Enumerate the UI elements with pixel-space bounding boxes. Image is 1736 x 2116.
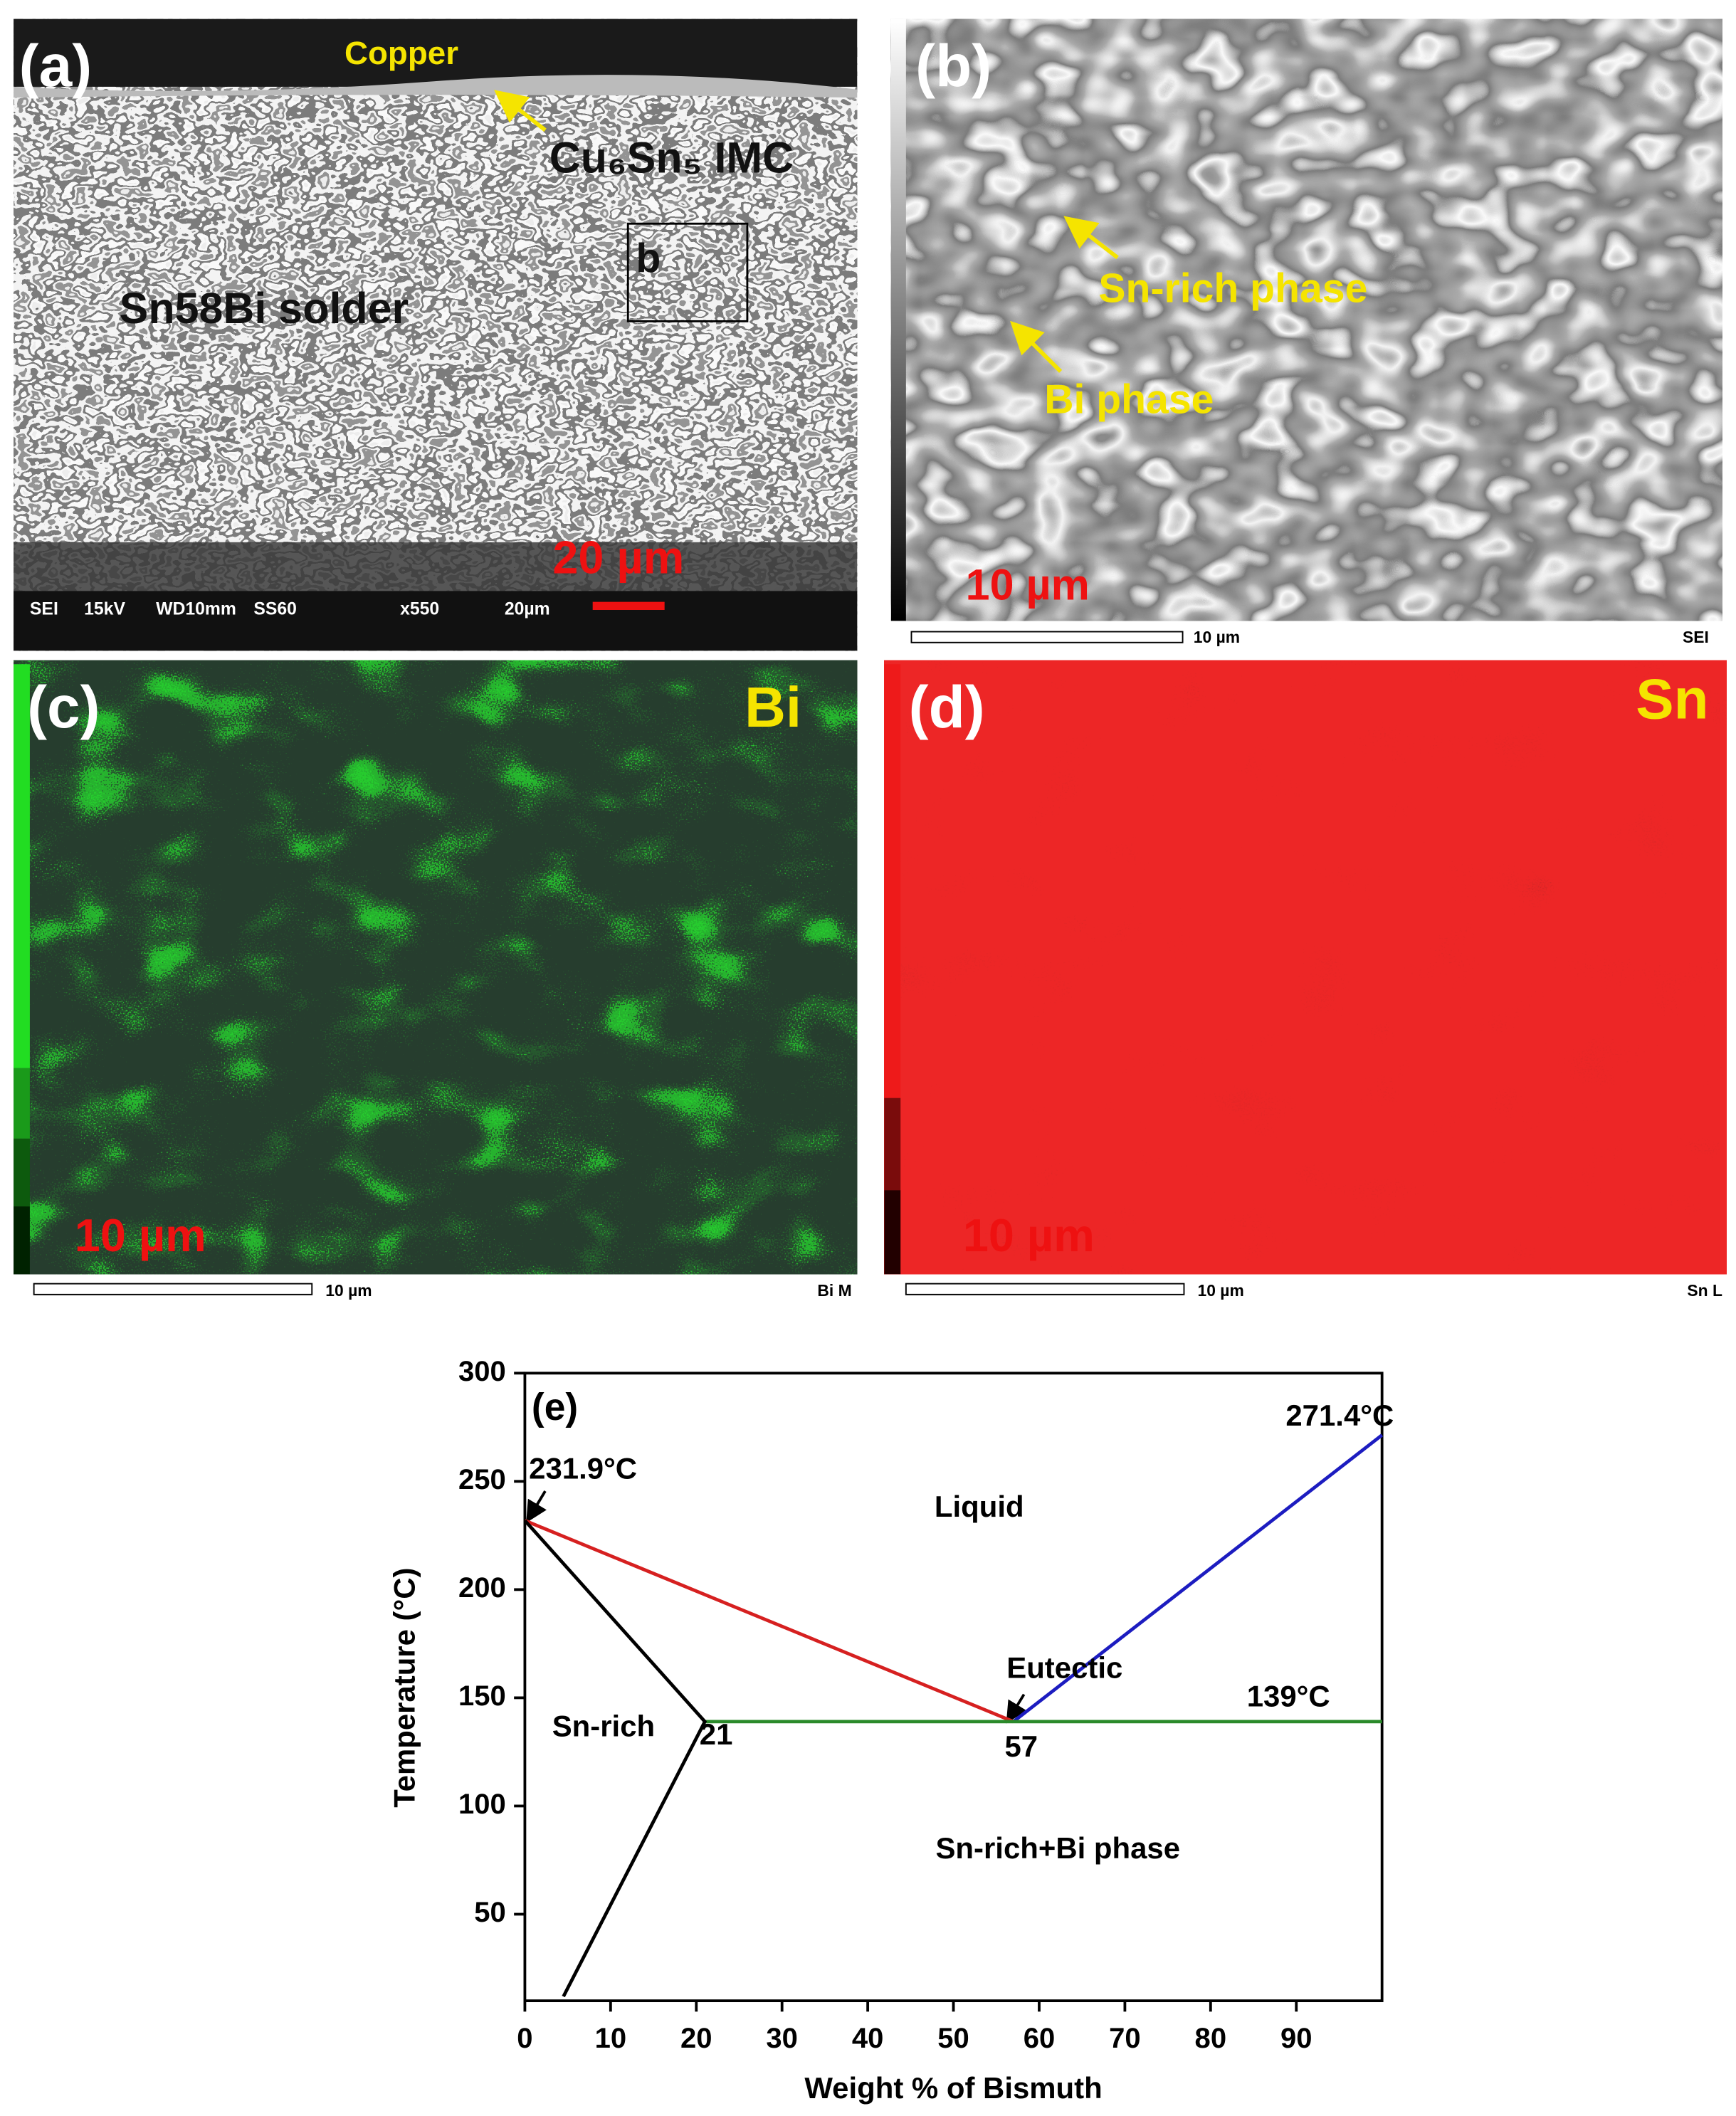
color-scale — [884, 1098, 901, 1191]
info-text: 20µm — [505, 600, 550, 619]
info-text: WD10mm — [156, 600, 236, 619]
panel-b: (b) Sn-rich phase Bi phase 10 µm 10 µm S… — [890, 19, 1722, 646]
arrow — [526, 1490, 547, 1523]
x-tick-label: 80 — [1195, 2023, 1227, 2054]
arrow — [494, 90, 547, 132]
y-axis-label: Temperature (°C) — [388, 1568, 421, 1808]
scale-label: 10 µm — [963, 1209, 1095, 1261]
annotation: (e) — [532, 1386, 578, 1428]
panel-label: (b) — [915, 32, 991, 99]
scale-label: 20 µm — [552, 532, 684, 584]
panel-d: (d) Sn 10 µm 10 µm Sn L — [884, 660, 1727, 1300]
x-tick-label: 0 — [517, 2023, 532, 2054]
info-text: 15kV — [84, 600, 125, 619]
scale-label: 10 µm — [75, 1209, 206, 1261]
y-tick-label: 50 — [474, 1897, 506, 1928]
x-tick-label: 70 — [1109, 2023, 1141, 2054]
scale-text: 10 µm — [1194, 628, 1240, 646]
detector: Sn L — [1687, 1281, 1722, 1300]
phase-line — [523, 1519, 707, 1998]
annotation: Sn58Bi solder — [120, 284, 409, 332]
color-scale — [14, 664, 30, 1068]
eds-map — [14, 660, 858, 1275]
y-tick-label: 300 — [458, 1356, 506, 1387]
annotation: 231.9°C — [529, 1452, 637, 1485]
annotation: Copper — [344, 35, 458, 71]
annotation: 139°C — [1247, 1679, 1330, 1712]
annotation: Eutectic — [1006, 1651, 1122, 1684]
color-scale — [14, 1138, 30, 1207]
y-tick-label: 100 — [458, 1789, 506, 1820]
annotation: 21 — [700, 1717, 733, 1751]
x-tick-label: 50 — [937, 2023, 969, 2054]
y-tick-label: 150 — [458, 1680, 506, 1712]
info-text: SEI — [30, 600, 58, 619]
eds-map — [884, 660, 1727, 1275]
y-tick-label: 250 — [458, 1464, 506, 1495]
info-text: SS60 — [253, 600, 297, 619]
info-text: x550 — [400, 600, 439, 619]
annotation: Bi phase — [1044, 377, 1214, 423]
annotation: Sn-rich+Bi phase — [935, 1831, 1180, 1865]
sem-image — [890, 19, 1722, 621]
phase-diagram: Weight % of Bismuth Temperature (°C) 0 10… — [388, 1356, 1394, 2105]
x-tick-label: 30 — [766, 2023, 798, 2054]
x-tick-label: 60 — [1024, 2023, 1056, 2054]
annotation: Sn-rich — [552, 1709, 655, 1742]
scale-label: 10 µm — [966, 561, 1090, 609]
scale-bar — [33, 1283, 313, 1295]
x-tick-label: 40 — [852, 2023, 884, 2054]
imc-layer — [14, 75, 858, 98]
annotation: 57 — [1004, 1730, 1038, 1763]
phase-line — [524, 1519, 1014, 1724]
panel-label: (c) — [27, 673, 100, 740]
arrow — [1006, 1693, 1027, 1724]
y-tick-label: 200 — [458, 1572, 506, 1604]
annotation: Sn-rich phase — [1098, 266, 1367, 312]
detector: SEI — [1683, 628, 1709, 646]
arrow — [1010, 320, 1063, 373]
color-scale — [884, 664, 901, 1098]
info-bar — [14, 591, 858, 651]
copper-layer — [14, 19, 858, 87]
color-scale — [14, 1206, 30, 1275]
annotation: Liquid — [935, 1490, 1024, 1523]
annotation: 271.4°C — [1285, 1399, 1394, 1432]
scale-bar — [905, 1283, 1185, 1295]
panel-c: (c) Bi 10 µm 10 µm Bi M — [14, 660, 858, 1300]
x-tick-label: 20 — [680, 2023, 712, 2054]
detector: Bi M — [817, 1281, 851, 1300]
panel-a: (a) Copper Cu₆Sn₅ IMC b Sn58Bi solder 20… — [14, 19, 858, 651]
region-box — [626, 222, 749, 322]
x-tick-label: 90 — [1280, 2023, 1312, 2054]
x-tick-label: 10 — [595, 2023, 627, 2054]
annotation: Cu₆Sn₅ IMC — [549, 134, 794, 182]
element-label: Sn — [1636, 668, 1708, 731]
color-scale — [14, 1068, 30, 1139]
scale-bar — [910, 631, 1184, 643]
scale-text: 10 µm — [1198, 1281, 1244, 1300]
arrow — [1063, 216, 1119, 260]
panel-label: (a) — [19, 32, 92, 99]
phase-line — [1012, 1433, 1384, 1723]
gray-scale — [890, 19, 906, 621]
color-scale — [884, 1190, 901, 1275]
panel-label: (d) — [909, 673, 985, 740]
element-label: Bi — [745, 675, 801, 739]
x-axis-label: Weight % of Bismuth — [804, 2071, 1102, 2105]
annotation: b — [636, 236, 661, 282]
scale-text: 10 µm — [325, 1281, 372, 1300]
